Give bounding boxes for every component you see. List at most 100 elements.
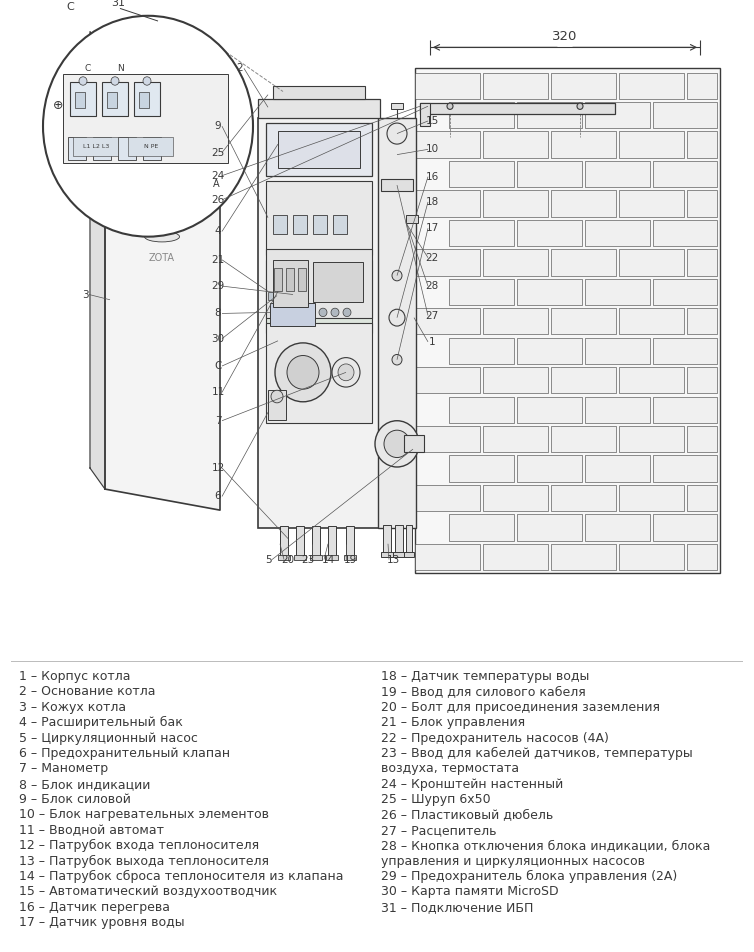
Text: 21: 21: [211, 255, 225, 265]
Text: 30: 30: [211, 334, 225, 344]
Bar: [653, 514, 717, 541]
Bar: [619, 249, 684, 275]
Bar: [415, 249, 480, 275]
Circle shape: [275, 343, 331, 402]
Bar: [120, 148, 202, 200]
Bar: [449, 397, 514, 423]
Bar: [687, 131, 717, 158]
Bar: [75, 91, 85, 109]
Text: 3 – Кожух котла: 3 – Кожух котла: [19, 701, 126, 714]
Bar: [619, 485, 684, 511]
Bar: [310, 555, 322, 560]
Bar: [294, 555, 306, 560]
Bar: [395, 525, 403, 554]
Text: 21 – Блок управления: 21 – Блок управления: [381, 716, 525, 729]
Bar: [139, 91, 149, 109]
Bar: [266, 260, 372, 333]
Circle shape: [331, 308, 339, 317]
Bar: [404, 435, 424, 452]
Text: 12: 12: [211, 463, 225, 473]
Bar: [268, 292, 286, 300]
Text: 7: 7: [215, 416, 222, 426]
Text: 13: 13: [386, 555, 400, 565]
Bar: [296, 526, 304, 558]
Bar: [483, 485, 548, 511]
Circle shape: [319, 308, 327, 317]
Bar: [551, 190, 616, 217]
Bar: [483, 308, 548, 334]
Bar: [381, 552, 393, 558]
Circle shape: [375, 421, 419, 467]
Bar: [383, 525, 391, 554]
Circle shape: [577, 103, 583, 109]
Bar: [517, 279, 582, 305]
Bar: [415, 367, 480, 393]
Text: 18: 18: [425, 197, 439, 207]
Bar: [293, 214, 307, 233]
Text: 12 – Патрубок входа теплоносителя: 12 – Патрубок входа теплоносителя: [19, 840, 259, 852]
Circle shape: [392, 354, 402, 365]
Bar: [266, 331, 372, 344]
Bar: [266, 249, 372, 318]
Text: C: C: [85, 64, 91, 73]
Bar: [313, 214, 327, 233]
Bar: [449, 220, 514, 247]
Bar: [483, 249, 548, 275]
Bar: [653, 397, 717, 423]
Bar: [687, 190, 717, 217]
Bar: [483, 544, 548, 570]
Circle shape: [271, 390, 283, 403]
Bar: [449, 338, 514, 364]
Bar: [653, 455, 717, 482]
Bar: [585, 514, 650, 541]
Text: 23 – Ввод для кабелей датчиков, температуры: 23 – Ввод для кабелей датчиков, температ…: [381, 747, 692, 760]
Bar: [653, 220, 717, 247]
Bar: [120, 89, 202, 127]
Bar: [687, 426, 717, 452]
Circle shape: [384, 430, 410, 458]
Bar: [274, 268, 282, 291]
Bar: [393, 552, 405, 558]
Text: 10 – Блок нагревательных элементов: 10 – Блок нагревательных элементов: [19, 808, 268, 822]
Bar: [415, 426, 480, 452]
Bar: [653, 338, 717, 364]
Ellipse shape: [145, 231, 179, 242]
Bar: [415, 308, 480, 334]
Text: 7 – Манометр: 7 – Манометр: [19, 763, 108, 775]
Text: 9 – Блок силовой: 9 – Блок силовой: [19, 793, 130, 806]
Bar: [268, 390, 286, 420]
Bar: [483, 72, 548, 99]
Bar: [420, 103, 430, 127]
Polygon shape: [105, 52, 220, 510]
Bar: [585, 220, 650, 247]
Bar: [585, 161, 650, 188]
Bar: [266, 323, 372, 423]
Circle shape: [447, 103, 453, 109]
Bar: [73, 137, 118, 156]
Bar: [517, 397, 582, 423]
Text: управления и циркуляционных насосов: управления и циркуляционных насосов: [381, 855, 645, 867]
Text: 6 – Предохранительный клапан: 6 – Предохранительный клапан: [19, 747, 230, 760]
Text: воздуха, термостата: воздуха, термостата: [381, 763, 519, 775]
Text: 14: 14: [321, 555, 335, 565]
Bar: [585, 279, 650, 305]
Text: 3: 3: [81, 289, 88, 300]
Bar: [449, 161, 514, 188]
Bar: [449, 514, 514, 541]
Bar: [687, 72, 717, 99]
Bar: [270, 303, 315, 326]
Bar: [381, 179, 413, 191]
Text: 31 – Подключение ИБП: 31 – Подключение ИБП: [381, 901, 533, 914]
Bar: [273, 87, 365, 99]
Bar: [517, 161, 582, 188]
Bar: [619, 367, 684, 393]
Text: 19 – Ввод для силового кабеля: 19 – Ввод для силового кабеля: [381, 685, 585, 699]
Text: A: A: [213, 179, 219, 189]
Bar: [391, 103, 403, 109]
Bar: [344, 555, 356, 560]
Text: 6: 6: [215, 491, 222, 502]
Text: 16 – Датчик перегрева: 16 – Датчик перегрева: [19, 901, 170, 914]
Text: 5: 5: [265, 555, 271, 565]
Text: ZOTA: ZOTA: [149, 252, 175, 263]
Text: 28: 28: [425, 281, 439, 291]
